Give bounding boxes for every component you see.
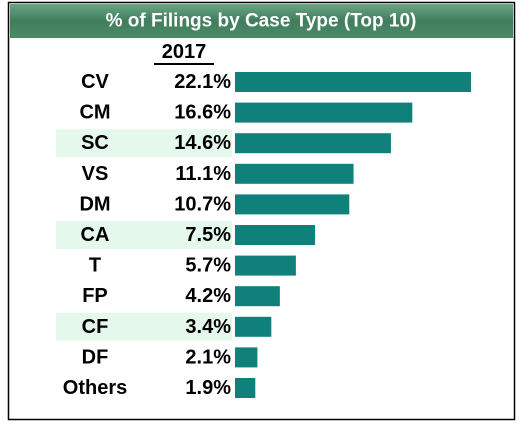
value-label: 1.9% [185,377,231,399]
bar [235,378,256,398]
value-label: 7.5% [185,224,231,246]
bar [235,194,350,215]
bar [235,163,354,184]
bar [235,347,258,368]
value-label: 16.6% [174,102,231,124]
category-label: T [89,255,101,277]
title-bar [10,4,513,38]
category-label: DM [79,193,110,215]
category-label: VS [82,163,109,185]
category-label: SC [81,132,109,154]
category-label: CM [79,102,110,124]
value-label: 11.1% [175,163,231,185]
bar [235,72,472,92]
value-label: 22.1% [174,71,231,93]
category-label: CA [81,224,110,246]
row-highlight [56,312,232,341]
bar [235,225,316,245]
column-header: 2017 [162,41,207,63]
bar [235,286,280,307]
row-highlight [56,221,232,249]
value-label: 4.2% [185,285,231,307]
value-label: 3.4% [185,316,231,338]
bar [235,316,272,337]
bar [235,133,391,154]
value-label: 5.7% [185,255,231,277]
value-label: 2.1% [185,346,231,368]
category-label: Others [63,377,127,399]
chart-title: % of Filings by Case Type (Top 10) [106,11,417,32]
category-label: FP [82,285,108,307]
category-label: CV [81,71,109,93]
row-highlight [56,129,232,158]
category-label: DF [82,346,109,368]
value-label: 14.6% [174,132,231,154]
value-label: 10.7% [174,193,231,215]
bar [235,102,413,123]
bar [235,255,296,276]
category-label: CF [82,316,109,338]
